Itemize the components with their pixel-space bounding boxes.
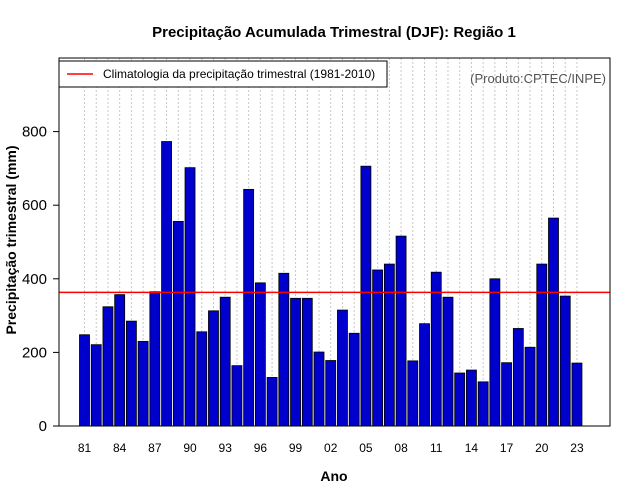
bar-2012 <box>442 296 454 427</box>
bar-1994 <box>231 365 243 427</box>
bar-2017 <box>501 362 513 427</box>
bar-1996 <box>254 282 266 427</box>
x-tick-label: 02 <box>324 441 338 455</box>
x-tick-label: 84 <box>113 441 127 455</box>
bar-1998 <box>278 272 290 427</box>
bar-2009 <box>407 360 419 427</box>
y-tick-label: 0 <box>39 418 47 435</box>
bar-2002 <box>325 360 337 427</box>
bar-1984 <box>114 294 126 427</box>
bar-2013 <box>454 372 466 427</box>
bar-1988 <box>161 141 172 427</box>
bar-1985 <box>126 320 137 427</box>
legend-box <box>58 60 388 88</box>
bar-2004 <box>348 332 360 427</box>
x-tick-label: 20 <box>535 441 549 455</box>
bar-1989 <box>172 220 184 427</box>
x-tick-label: 81 <box>78 441 92 455</box>
y-tick-label: 400 <box>22 271 47 288</box>
x-tick-label: 14 <box>465 441 479 455</box>
bar-2022 <box>559 295 571 427</box>
bar-1991 <box>196 331 208 427</box>
x-tick-label: 05 <box>359 441 373 455</box>
bar-1995 <box>243 188 255 427</box>
bar-2003 <box>337 309 348 427</box>
bars <box>79 141 583 427</box>
bar-1987 <box>149 291 161 427</box>
y-tick-label: 600 <box>22 197 47 214</box>
bar-2000 <box>301 297 313 427</box>
legend-label: Climatologia da precipitação trimestral … <box>103 67 375 81</box>
chart-title: Precipitação Acumulada Trimestral (DJF):… <box>152 24 516 41</box>
bar-2023 <box>571 362 583 427</box>
x-axis-title: Ano <box>320 468 347 484</box>
bar-1992 <box>208 310 219 427</box>
y-axis-title: Precipitação trimestral (mm) <box>3 145 19 334</box>
bar-2018 <box>512 328 524 427</box>
x-tick-label: 93 <box>219 441 233 455</box>
bar-2019 <box>524 346 536 427</box>
bar-2011 <box>430 271 442 427</box>
bar-1982 <box>90 344 102 427</box>
bar-1986 <box>137 340 149 427</box>
y-axis: 0 200 400 600 800 <box>22 124 59 435</box>
bar-2021 <box>548 217 559 427</box>
bar-1983 <box>102 306 114 427</box>
bar-2015 <box>477 381 489 427</box>
bar-2010 <box>419 323 430 427</box>
bar-2006 <box>372 269 384 427</box>
x-tick-label: 11 <box>430 441 443 455</box>
plot-frame <box>58 57 611 427</box>
y-tick-label: 200 <box>22 344 47 361</box>
bar-1997 <box>266 377 278 427</box>
bar-2020 <box>536 263 548 427</box>
x-tick-label: 08 <box>394 441 408 455</box>
bar-2014 <box>466 369 477 427</box>
bar-2005 <box>360 165 372 427</box>
x-tick-label: 87 <box>148 441 162 455</box>
bar-1981 <box>79 334 90 427</box>
x-tick-label: 23 <box>570 441 584 455</box>
x-tick-label: 99 <box>289 441 303 455</box>
credit-text: (Produto:CPTEC/INPE) <box>470 71 606 86</box>
x-axis: 81 84 87 90 93 96 99 02 05 08 11 14 17 20 23 <box>78 441 584 455</box>
bar-1993 <box>219 296 231 427</box>
x-tick-label: 17 <box>500 441 514 455</box>
bar-2007 <box>383 263 395 427</box>
x-tick-label: 96 <box>254 441 268 455</box>
bar-1999 <box>290 297 301 427</box>
bar-2001 <box>313 351 325 427</box>
bar-2008 <box>395 235 407 427</box>
legend: Climatologia da precipitação trimestral … <box>58 60 388 88</box>
x-tick-label: 90 <box>183 441 197 455</box>
bar-1990 <box>184 167 196 427</box>
y-tick-label: 800 <box>22 124 47 141</box>
bar-2016 <box>489 278 501 427</box>
